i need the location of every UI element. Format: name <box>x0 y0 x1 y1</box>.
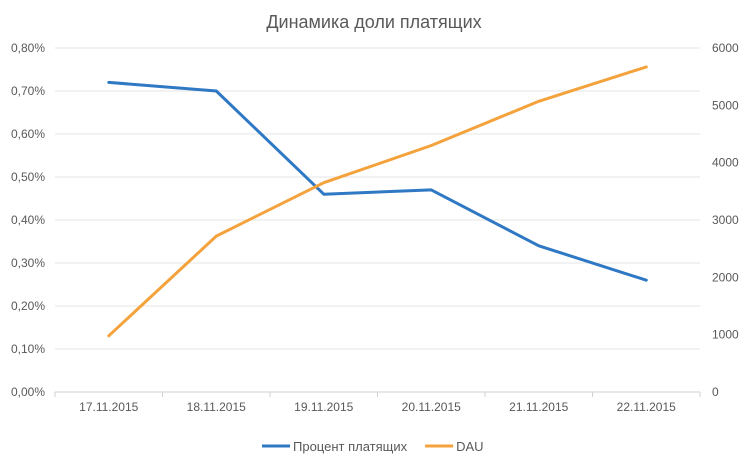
series-line-dau <box>107 65 648 338</box>
series-line-paying-percent <box>107 80 648 282</box>
y-left-tick-label: 0,30% <box>11 256 45 270</box>
legend-label: DAU <box>456 439 483 454</box>
gridlines <box>55 47 700 393</box>
legend: Процент платящих DAU <box>262 439 484 454</box>
x-tick-label: 17.11.2015 <box>79 400 138 414</box>
y-left-tick-label: 0,60% <box>11 127 45 141</box>
series-lines <box>107 65 648 338</box>
x-tick-label: 21.11.2015 <box>509 400 568 414</box>
legend-label: Процент платящих <box>293 439 408 454</box>
x-tick-label: 20.11.2015 <box>402 400 461 414</box>
y-left-tick-label: 0,20% <box>11 299 45 313</box>
x-tick-label: 18.11.2015 <box>187 400 246 414</box>
axes: 0,00% 0,10% 0,20% 0,30% 0,40% 0,50% 0,60% 0,70%… <box>11 41 739 414</box>
y-right-tick-label: 4000 <box>712 156 739 170</box>
y-right-tick-label: 0 <box>712 385 719 399</box>
y-left-tick-label: 0,80% <box>11 41 45 55</box>
x-tick-label: 19.11.2015 <box>294 400 353 414</box>
y-left-tick-label: 0,40% <box>11 213 45 227</box>
chart-title: Динамика доли платящих <box>266 12 481 32</box>
y-left-tick-label: 0,10% <box>11 342 45 356</box>
y-left-tick-label: 0,50% <box>11 170 45 184</box>
x-tick-label: 22.11.2015 <box>617 400 676 414</box>
y-right-tick-label: 5000 <box>712 98 739 112</box>
y-right-tick-label: 6000 <box>712 41 739 55</box>
y-right-tick-label: 3000 <box>712 213 739 227</box>
y-right-tick-label: 2000 <box>712 270 739 284</box>
y-left-tick-label: 0,00% <box>11 385 45 399</box>
y-left-tick-label: 0,70% <box>11 84 45 98</box>
y-right-tick-label: 1000 <box>712 328 739 342</box>
